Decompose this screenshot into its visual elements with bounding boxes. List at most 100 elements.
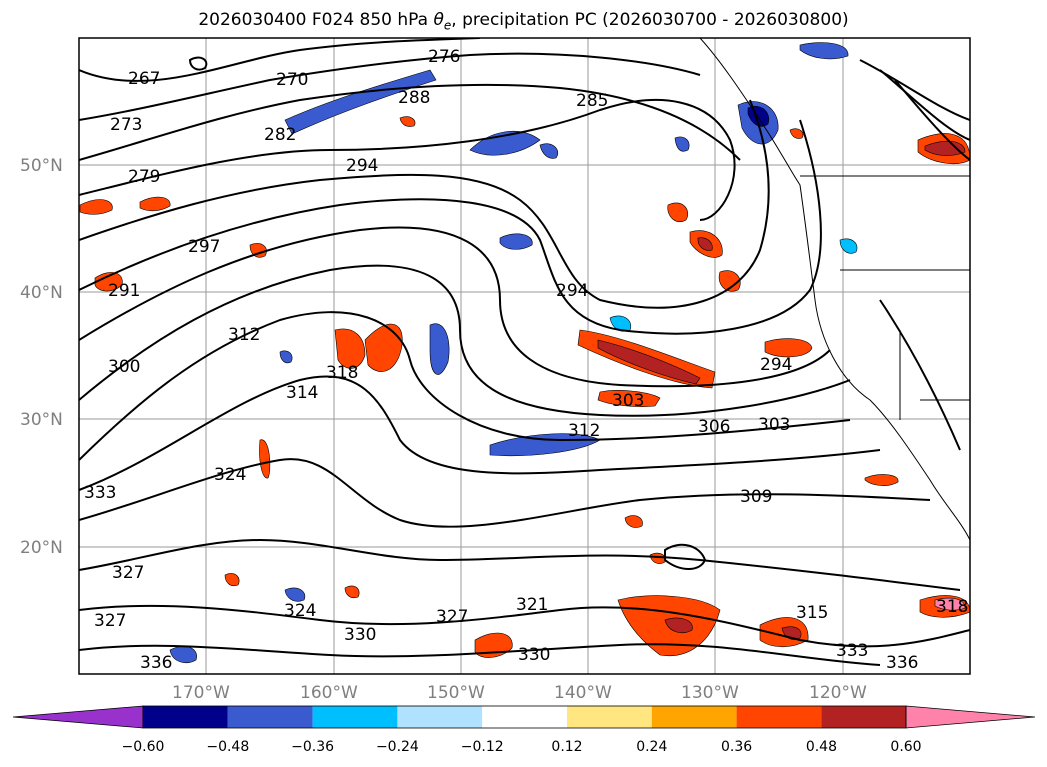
contour-label: 324 bbox=[284, 601, 316, 621]
precip-blob bbox=[79, 199, 113, 215]
contour-label: 279 bbox=[128, 167, 160, 187]
colorbar-segment bbox=[312, 706, 398, 728]
contour-label: 267 bbox=[128, 69, 160, 89]
contour-label: 312 bbox=[568, 421, 600, 441]
contour-label: 318 bbox=[936, 597, 968, 617]
coastline bbox=[699, 38, 970, 541]
lon-label-150w: 150°W bbox=[427, 683, 485, 703]
precip-blob bbox=[924, 140, 966, 156]
colorbar-tick-label: −0.60 bbox=[122, 739, 165, 755]
contour-label: 309 bbox=[740, 487, 772, 507]
contour-line bbox=[879, 69, 970, 141]
contour-line bbox=[79, 226, 831, 388]
colorbar-extend-low bbox=[12, 705, 144, 729]
precip-blob bbox=[284, 69, 437, 135]
colorbar-segment bbox=[821, 706, 907, 728]
map-content: 267 270 276 273 288 285 279 282 294 297 … bbox=[79, 38, 970, 674]
contour-line bbox=[79, 604, 970, 648]
colorbar-tick-label: −0.12 bbox=[461, 739, 504, 755]
contour-label: 333 bbox=[836, 641, 868, 661]
precip-blob bbox=[539, 143, 559, 159]
contour-label: 294 bbox=[346, 156, 378, 176]
contour-line bbox=[879, 299, 961, 451]
colorbar-tick-label: 0.24 bbox=[636, 739, 667, 755]
contour-line bbox=[79, 538, 961, 591]
precip-blob bbox=[674, 136, 690, 152]
precip-blob bbox=[609, 315, 632, 332]
precip-blob bbox=[429, 323, 450, 375]
precip-blob bbox=[789, 128, 804, 139]
contour-line bbox=[188, 56, 208, 71]
contour-label: 330 bbox=[344, 625, 376, 645]
coastlines bbox=[699, 38, 970, 541]
precip-positive-shading bbox=[79, 116, 970, 658]
precip-blob bbox=[284, 587, 306, 602]
precip-blob bbox=[839, 238, 858, 254]
precip-blob bbox=[664, 617, 693, 633]
colorbar-segment bbox=[482, 706, 567, 728]
contour-label: 315 bbox=[796, 603, 828, 623]
precip-blob bbox=[364, 323, 403, 372]
contour-label: 294 bbox=[556, 281, 588, 301]
lat-label-30: 30°N bbox=[20, 410, 63, 430]
contour-label: 270 bbox=[276, 70, 308, 90]
lon-label-160w: 160°W bbox=[300, 683, 358, 703]
contour-line bbox=[859, 59, 970, 121]
theta-e-contours bbox=[79, 38, 970, 666]
contour-line bbox=[79, 375, 881, 491]
precip-blob bbox=[747, 105, 770, 127]
contour-line bbox=[664, 543, 707, 570]
precip-blob bbox=[667, 202, 688, 223]
contour-line bbox=[79, 52, 701, 121]
colorbar-tick-label: 0.48 bbox=[806, 739, 837, 755]
contour-label: 336 bbox=[886, 653, 918, 673]
lat-label-40: 40°N bbox=[20, 283, 63, 303]
latitude-labels: 50°N 40°N 30°N 20°N bbox=[20, 156, 63, 558]
contour-line bbox=[79, 458, 931, 528]
contour-label: 285 bbox=[576, 91, 608, 111]
map-frame bbox=[78, 37, 971, 675]
precip-blob bbox=[597, 390, 661, 407]
precip-blob bbox=[718, 270, 741, 292]
contour-label: 314 bbox=[286, 383, 318, 403]
precip-blob bbox=[499, 233, 533, 250]
precip-blob bbox=[697, 237, 713, 251]
lon-label-120w: 120°W bbox=[809, 683, 867, 703]
contour-line bbox=[79, 264, 851, 417]
contour-label: 327 bbox=[436, 607, 468, 627]
contour-line bbox=[894, 79, 970, 161]
colorbar-segment bbox=[143, 706, 228, 728]
precip-blob bbox=[624, 515, 643, 528]
contour-label: 273 bbox=[110, 115, 142, 135]
contour-label: 294 bbox=[760, 355, 792, 375]
theta-symbol: θ bbox=[433, 10, 444, 30]
precip-blob bbox=[139, 196, 171, 212]
contour-line bbox=[79, 119, 822, 335]
contour-label: 318 bbox=[326, 363, 358, 383]
colorbar-extend-high bbox=[905, 705, 1036, 729]
lon-label-130w: 130°W bbox=[681, 683, 739, 703]
title-prefix: 2026030400 F024 850 hPa bbox=[198, 10, 434, 30]
contour-label: 303 bbox=[612, 391, 644, 411]
precip-blob bbox=[344, 585, 360, 599]
contour-line bbox=[79, 99, 736, 221]
contour-label: 327 bbox=[112, 563, 144, 583]
contour-label: 306 bbox=[698, 417, 730, 437]
precip-blob bbox=[94, 272, 123, 292]
contour-label: 327 bbox=[94, 611, 126, 631]
contour-line bbox=[79, 311, 851, 461]
lon-label-170w: 170°W bbox=[172, 683, 230, 703]
lat-label-50: 50°N bbox=[20, 156, 63, 176]
precip-blob bbox=[279, 350, 293, 364]
contour-label: 297 bbox=[188, 237, 220, 257]
contour-line bbox=[79, 38, 481, 82]
contour-label: 300 bbox=[108, 357, 140, 377]
contour-label: 291 bbox=[108, 281, 140, 301]
contour-line bbox=[79, 99, 770, 309]
colorbar-tick-label: −0.24 bbox=[376, 739, 419, 755]
precip-blob bbox=[864, 474, 899, 486]
contour-line bbox=[79, 643, 881, 666]
contour-labels: 267 270 276 273 288 285 279 282 294 297 … bbox=[84, 47, 968, 673]
precip-blob bbox=[934, 597, 966, 611]
